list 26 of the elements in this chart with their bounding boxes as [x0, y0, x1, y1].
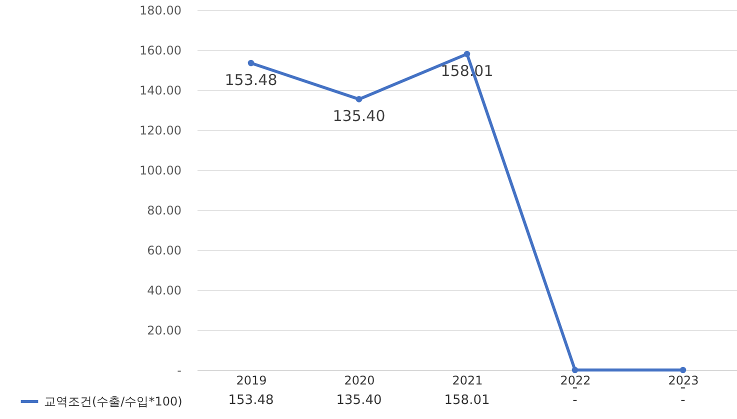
text: 153.48: [224, 71, 278, 90]
data-label: 158.01: [444, 393, 490, 408]
point: [680, 366, 686, 374]
data-label: 135.40: [336, 393, 382, 408]
y-tick-label: 20.00: [147, 324, 182, 338]
point: [248, 60, 254, 66]
x-tick-label: 2021: [452, 374, 483, 388]
data-label: -: [680, 393, 686, 408]
point: [464, 50, 470, 58]
y-tick-label: 140.00: [140, 84, 182, 98]
x-tick-label: 2019: [236, 374, 267, 388]
legend-label: 교역조건(수출/수입*100): [44, 394, 182, 408]
data-label: -: [572, 393, 578, 408]
y-tick-label: 40.00: [147, 284, 182, 298]
text: 135.40: [332, 107, 386, 126]
point: [572, 366, 578, 374]
x-tick-label: 2020: [344, 374, 375, 388]
y-tick-label: -: [177, 364, 182, 378]
point: [356, 96, 362, 102]
y-tick-label: 100.00: [140, 164, 182, 178]
data-label: 153.48: [228, 393, 274, 408]
y-tick-label: 60.00: [147, 244, 182, 258]
y-tick-label: 180.00: [140, 4, 182, 18]
y-tick-label: 120.00: [140, 124, 182, 138]
y-tick-label: 160.00: [140, 44, 182, 58]
y-tick-label: 80.00: [147, 204, 182, 218]
